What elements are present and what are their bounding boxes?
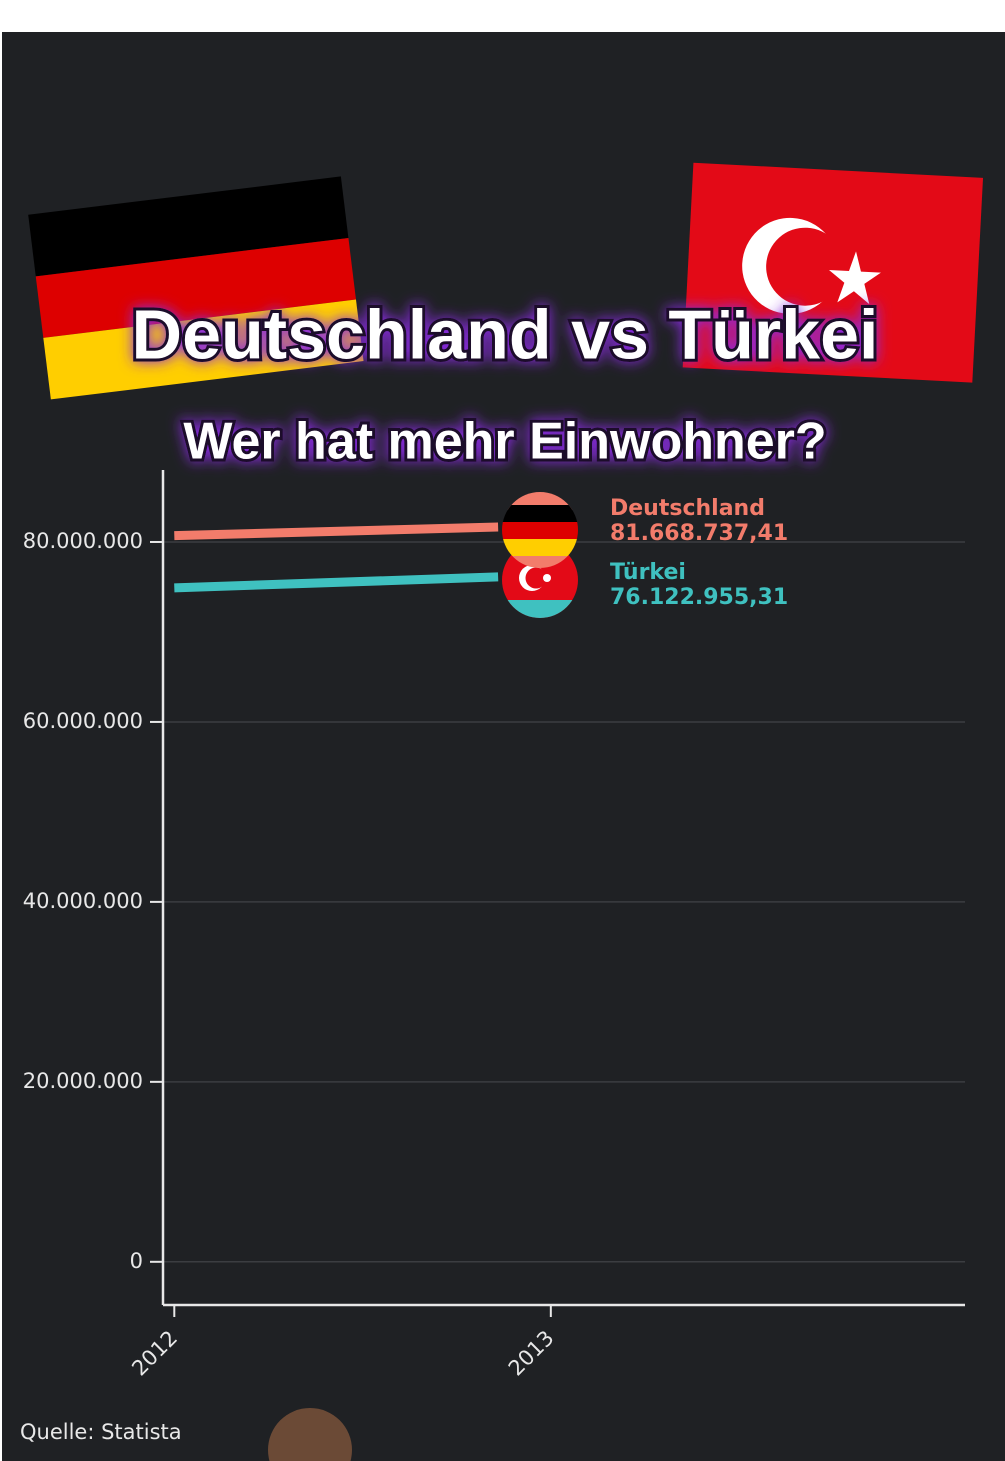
y-tick-label: 80.000.000	[23, 529, 143, 553]
series-name: Türkei	[610, 560, 686, 585]
value-label: 76.122.955,31	[610, 585, 788, 610]
chart-title: Deutschland vs Türkei	[132, 295, 879, 373]
y-tick-label: 0	[130, 1249, 143, 1273]
series-name: Deutschland	[610, 496, 765, 521]
y-tick-label: 40.000.000	[23, 889, 143, 913]
y-tick-label: 60.000.000	[23, 709, 143, 733]
chart-subtitle: Wer hat mehr Einwohner?	[183, 413, 826, 471]
series-line	[174, 572, 499, 593]
series-line	[174, 522, 499, 541]
avatar	[268, 1408, 352, 1461]
flag-turkey	[682, 162, 984, 383]
value-label: 81.668.737,41	[610, 521, 788, 546]
flag-germany	[28, 176, 364, 400]
flag-icon-de	[502, 492, 578, 568]
y-tick-label: 20.000.000	[23, 1069, 143, 1093]
source: Quelle: Statista	[20, 1420, 182, 1444]
